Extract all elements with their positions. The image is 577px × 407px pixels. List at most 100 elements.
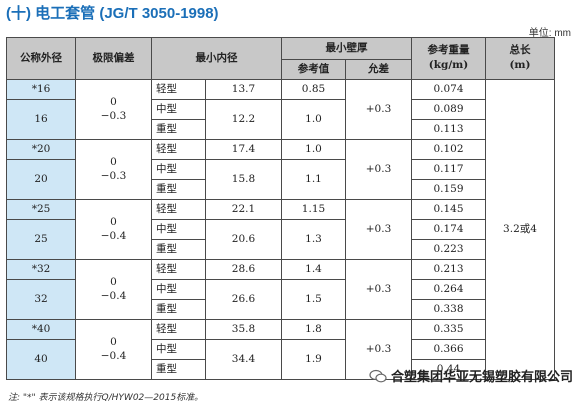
header-tolerance: 允差 <box>345 59 412 80</box>
watermark-text: 合塑集团华亚无锡塑胶有限公司 <box>390 369 573 384</box>
type-cell: 重型 <box>151 239 206 260</box>
min-id-cell: 28.6 <box>205 259 282 280</box>
header-min-id: 最小内径 <box>151 37 282 80</box>
deviation-upper: 0 <box>110 215 117 228</box>
wall-ref-cell: 1.3 <box>281 219 346 260</box>
type-cell: 重型 <box>151 119 206 140</box>
unit-label: 单位: mm <box>528 28 571 39</box>
header-weight-unit: (kg/m) <box>428 59 469 71</box>
od-cell: 40 <box>6 339 76 380</box>
table-row: 40 中型 34.4 1.9 0.366 <box>6 339 555 380</box>
deviation-cell: 0 −0.4 <box>75 199 152 260</box>
wall-ref-cell: 1.4 <box>281 259 346 280</box>
weight-cell: 0.213 <box>411 259 486 280</box>
min-id-cell: 15.8 <box>205 159 282 200</box>
table-row: *25 0 −0.4 轻型 22.1 1.15 +0.3 0.145 <box>6 199 555 260</box>
weight-cell: 0.366 <box>411 339 486 360</box>
weight-cell: 0.117 <box>411 159 486 180</box>
type-cell: 轻型 <box>151 199 206 220</box>
min-id-cell: 35.8 <box>205 319 282 340</box>
weight-cell: 0.102 <box>411 139 486 160</box>
weight-cell: 0.113 <box>411 119 486 140</box>
wall-ref-cell: 1.5 <box>281 279 346 320</box>
weight-cell: 0.089 <box>411 99 486 120</box>
deviation-lower: −0.4 <box>100 289 127 302</box>
weight-cell: 0.44 <box>411 359 486 380</box>
length-cell: 3.2或4 <box>485 79 555 380</box>
table-row: *40 0 −0.4 轻型 35.8 1.8 +0.3 0.335 <box>6 319 555 380</box>
table-row: 16 中型 12.2 1.0 0.089 <box>6 99 555 140</box>
header-weight: 参考重量 (kg/m) <box>411 37 486 80</box>
document-title: (十) 电工套管 (JG/T 3050-1998) <box>6 5 219 22</box>
table-row: *16 0 −0.3 轻型 13.7 0.85 +0.3 0.074 3.2或4 <box>6 79 555 380</box>
deviation-cell: 0 −0.3 <box>75 79 152 140</box>
min-id-cell: 34.4 <box>205 339 282 380</box>
tolerance-cell: +0.3 <box>345 139 412 200</box>
header-ref-value: 参考值 <box>281 59 346 80</box>
table-row: 重型 0.44 <box>7 359 555 380</box>
deviation-cell: 0 −0.4 <box>75 319 152 380</box>
min-id-cell: 20.6 <box>205 219 282 260</box>
min-id-cell: 12.2 <box>205 99 282 140</box>
wall-ref-cell: 1.9 <box>281 339 346 380</box>
weight-cell: 0.335 <box>411 319 486 340</box>
deviation-upper: 0 <box>110 95 117 108</box>
tolerance-cell: +0.3 <box>345 79 412 140</box>
wall-ref-cell: 1.15 <box>281 199 346 220</box>
weight-cell: 0.223 <box>411 239 486 260</box>
min-id-cell: 17.4 <box>205 139 282 160</box>
header-weight-label: 参考重量 <box>427 44 470 57</box>
od-starred-cell: *16 <box>6 79 76 100</box>
table-row: *32 0 −0.4 轻型 28.6 1.4 +0.3 0.213 <box>6 259 555 320</box>
header-deviation: 极限偏差 <box>75 37 152 80</box>
table-row: *20 0 −0.3 轻型 17.4 1.0 +0.3 0.102 <box>6 139 555 200</box>
wall-ref-cell: 1.0 <box>281 99 346 140</box>
type-cell: 轻型 <box>151 319 206 340</box>
table-row: 20 中型 15.8 1.1 0.117 <box>6 159 555 200</box>
deviation-upper: 0 <box>110 275 117 288</box>
deviation-lower: −0.3 <box>100 169 127 182</box>
tolerance-cell: +0.3 <box>345 259 412 320</box>
od-cell: 16 <box>6 99 76 140</box>
type-cell: 重型 <box>151 179 206 200</box>
type-cell: 轻型 <box>151 79 206 100</box>
spec-table: 公称外径 极限偏差 最小内径 最小壁厚 参考重量 (kg/m) 总长 (m) 参… <box>6 37 555 380</box>
header-min-wall: 最小壁厚 <box>281 37 412 60</box>
type-cell: 重型 <box>151 359 206 380</box>
wall-ref-cell: 0.85 <box>281 79 346 100</box>
spec-table-body: *16 0 −0.3 轻型 13.7 0.85 +0.3 0.074 3.2或4 16 中型 12.2… <box>6 79 555 380</box>
type-cell: 中型 <box>151 279 206 300</box>
weight-cell: 0.159 <box>411 179 486 200</box>
table-row: 25 中型 20.6 1.3 0.174 <box>6 219 555 260</box>
type-cell: 轻型 <box>151 259 206 280</box>
type-cell: 中型 <box>151 339 206 360</box>
header-od: 公称外径 <box>6 37 76 80</box>
od-starred-cell: *25 <box>6 199 76 220</box>
od-starred-cell: *20 <box>6 139 76 160</box>
deviation-upper: 0 <box>110 155 117 168</box>
table-row: 重型 0.113 <box>7 119 555 140</box>
min-id-cell: 26.6 <box>205 279 282 320</box>
type-cell: 中型 <box>151 159 206 180</box>
type-cell: 中型 <box>151 219 206 240</box>
deviation-lower: −0.4 <box>100 229 127 242</box>
od-starred-cell: *32 <box>6 259 76 280</box>
deviation-lower: −0.4 <box>100 349 127 362</box>
type-cell: 重型 <box>151 299 206 320</box>
od-cell: 25 <box>6 219 76 260</box>
od-cell: 32 <box>6 279 76 320</box>
type-cell: 中型 <box>151 99 206 120</box>
wechat-icon <box>369 369 387 382</box>
type-cell: 轻型 <box>151 139 206 160</box>
deviation-cell: 0 −0.3 <box>75 139 152 200</box>
weight-cell: 0.264 <box>411 279 486 300</box>
weight-cell: 0.174 <box>411 219 486 240</box>
min-id-cell: 22.1 <box>205 199 282 220</box>
deviation-upper: 0 <box>110 335 117 348</box>
deviation-lower: −0.3 <box>100 109 127 122</box>
od-starred-cell: *40 <box>6 319 76 340</box>
wall-ref-cell: 1.1 <box>281 159 346 200</box>
weight-cell: 0.074 <box>411 79 486 100</box>
weight-cell: 0.145 <box>411 199 486 220</box>
weight-cell: 0.338 <box>411 299 486 320</box>
